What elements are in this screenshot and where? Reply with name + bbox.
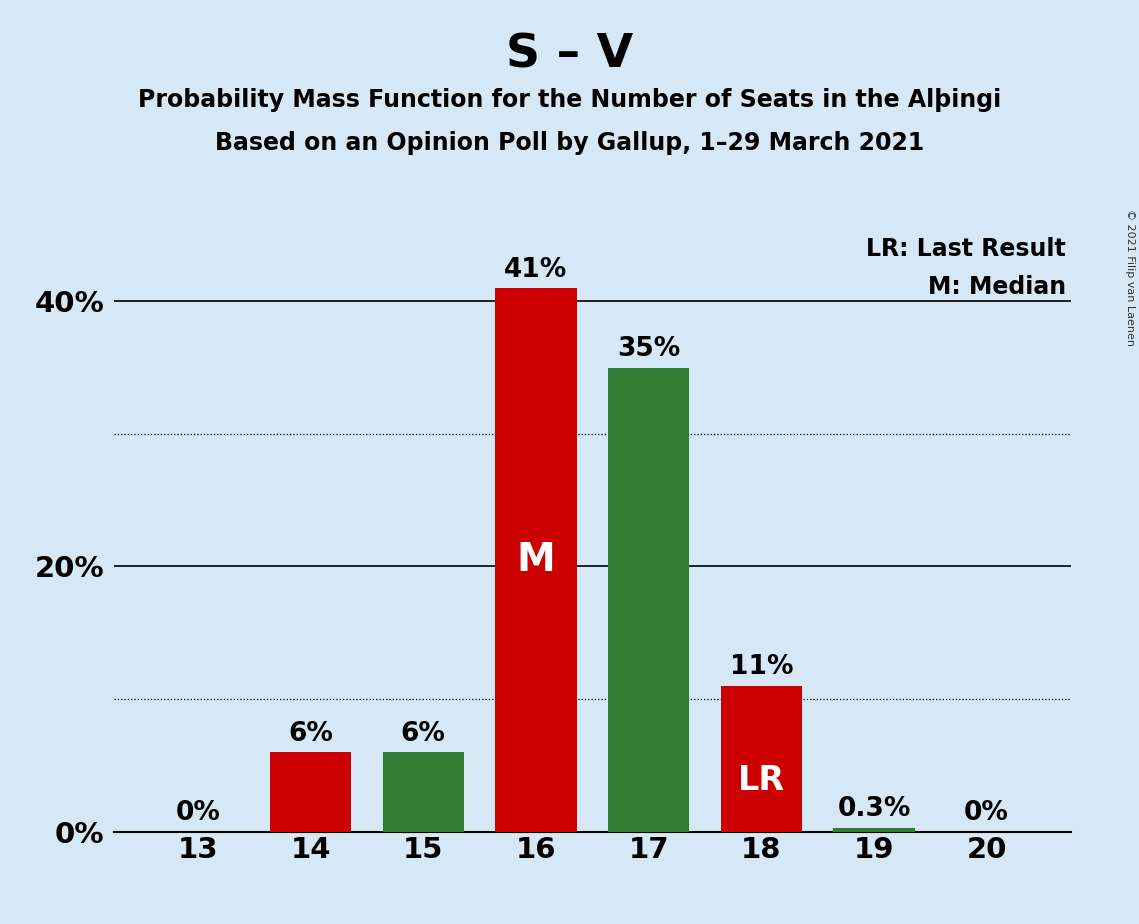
Text: 6%: 6% [288, 721, 333, 747]
Bar [270, 752, 351, 832]
Text: 0.3%: 0.3% [837, 796, 911, 822]
Text: S – V: S – V [506, 32, 633, 78]
Text: Based on an Opinion Poll by Gallup, 1–29 March 2021: Based on an Opinion Poll by Gallup, 1–29… [215, 131, 924, 155]
Text: 41%: 41% [505, 257, 567, 283]
Text: LR: LR [738, 764, 785, 797]
Text: 35%: 35% [617, 336, 680, 362]
Bar [834, 828, 915, 832]
Text: M: M [517, 541, 556, 578]
Text: 6%: 6% [401, 721, 445, 747]
Bar [608, 368, 689, 832]
Text: 11%: 11% [729, 654, 793, 680]
Text: LR: Last Result: LR: Last Result [866, 237, 1066, 261]
Bar [495, 288, 576, 832]
Text: 0%: 0% [175, 800, 220, 826]
Text: Probability Mass Function for the Number of Seats in the Alþingi: Probability Mass Function for the Number… [138, 88, 1001, 112]
Text: 0%: 0% [965, 800, 1009, 826]
Text: M: Median: M: Median [928, 275, 1066, 299]
Bar [721, 686, 802, 832]
Bar [383, 752, 464, 832]
Text: © 2021 Filip van Laenen: © 2021 Filip van Laenen [1125, 209, 1134, 346]
